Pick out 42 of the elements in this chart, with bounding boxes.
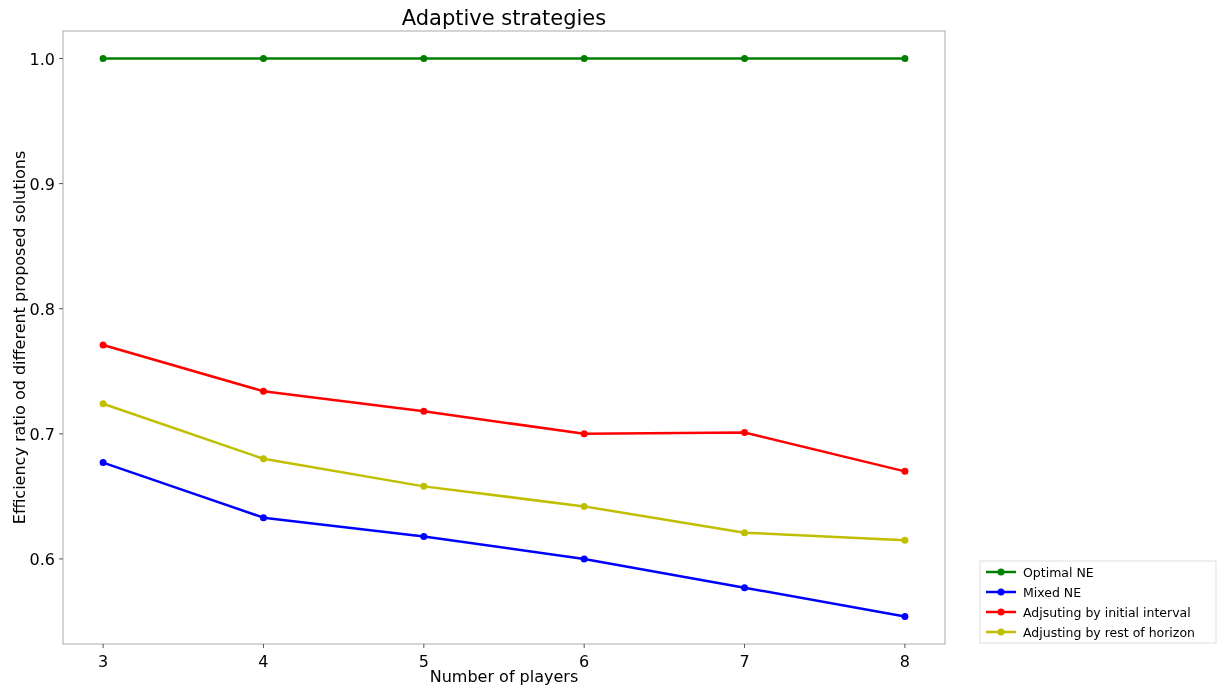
point [259,514,267,522]
point [901,467,909,475]
point [741,584,749,592]
x-tick-label: 6 [579,652,590,671]
y-axis-title: Efficiency ratio od different proposed solutions [10,150,29,525]
y-tick-label: 0.8 [29,299,55,319]
point [259,55,267,63]
point [259,455,267,463]
point [99,459,107,467]
point [580,55,588,63]
point [901,612,909,620]
legend-label: Adjsuting by initial interval [1023,604,1191,620]
x-axis-title: Number of players [429,667,579,686]
point [741,529,749,537]
x-tick-label: 7 [739,652,750,671]
point [901,536,909,544]
point [99,341,107,349]
legend-label: Optimal NE [1023,564,1094,580]
point [580,430,588,438]
point [580,502,588,510]
point [741,429,749,437]
x-tick-label: 4 [258,652,269,671]
point [901,55,909,63]
y-tick-label: 0.7 [29,424,55,444]
chart-title: Adaptive strategies [401,6,607,30]
x-tick-label: 8 [899,652,910,671]
point [99,400,107,408]
point [420,55,428,63]
point [420,482,428,490]
point [580,555,588,563]
point [99,55,107,63]
x-tick-label: 3 [98,652,109,671]
y-tick-label: 0.9 [29,174,55,194]
point [420,407,428,415]
point [741,55,749,63]
point [420,532,428,540]
point [259,387,267,395]
y-tick-label: 0.6 [29,549,55,569]
legend-label: Mixed NE [1023,584,1082,600]
legend-label: Adjusting by rest of horizon [1023,624,1195,640]
y-tick-label: 1.0 [29,49,55,69]
x-tick-label: 5 [418,652,429,671]
